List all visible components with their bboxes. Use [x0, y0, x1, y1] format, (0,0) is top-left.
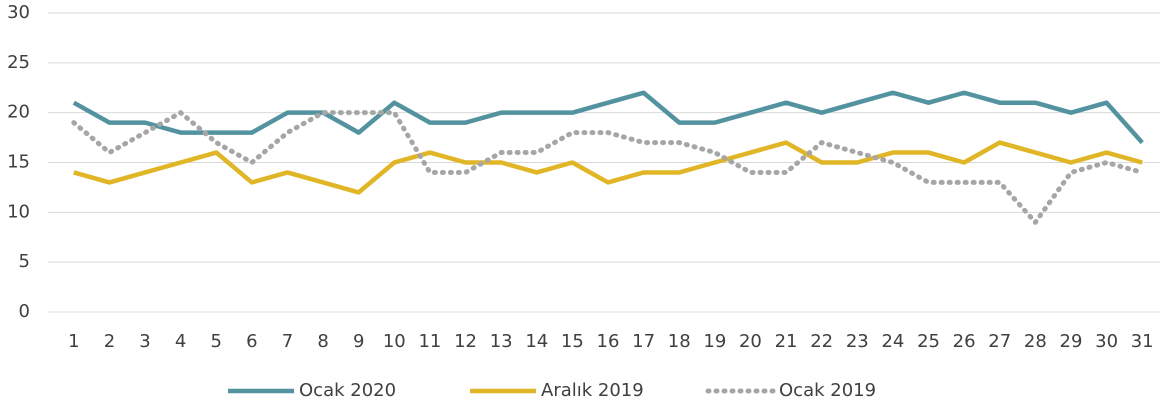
x-tick-label: 21 [775, 331, 798, 352]
series-line [72, 90, 1144, 145]
x-tick-label: 6 [246, 331, 257, 352]
x-tick-label: 24 [881, 331, 904, 352]
x-tick-label: 25 [917, 331, 940, 352]
x-tick-label: 5 [211, 331, 222, 352]
y-tick-label: 10 [7, 201, 30, 222]
x-tick-label: 20 [739, 331, 762, 352]
y-tick-label: 25 [7, 52, 30, 73]
x-tick-label: 15 [561, 331, 584, 352]
x-tick-label: 12 [454, 331, 477, 352]
x-tick-label: 31 [1131, 331, 1154, 352]
x-tick-label: 17 [632, 331, 655, 352]
x-tick-label: 7 [282, 331, 293, 352]
x-tick-label: 8 [317, 331, 328, 352]
x-tick-label: 23 [846, 331, 869, 352]
legend-label: Ocak 2019 [779, 380, 876, 401]
legend-label: Ocak 2020 [299, 380, 396, 401]
series-line [71, 110, 1145, 225]
x-tick-label: 3 [139, 331, 150, 352]
y-tick-label: 15 [7, 152, 30, 173]
x-tick-label: 9 [353, 331, 364, 352]
x-tick-label: 11 [418, 331, 441, 352]
x-tick-label: 22 [810, 331, 833, 352]
x-tick-label: 10 [383, 331, 406, 352]
y-tick-label: 5 [19, 251, 30, 272]
legend-label: Aralık 2019 [541, 380, 644, 401]
x-tick-label: 1 [68, 331, 79, 352]
x-tick-label: 18 [668, 331, 691, 352]
x-tick-label: 13 [490, 331, 513, 352]
y-tick-label: 0 [19, 301, 30, 322]
x-tick-label: 19 [703, 331, 726, 352]
series-line [73, 140, 1143, 195]
y-tick-label: 30 [7, 2, 30, 23]
x-tick-label: 28 [1024, 331, 1047, 352]
x-tick-label: 14 [525, 331, 548, 352]
x-tick-label: 26 [953, 331, 976, 352]
x-tick-label: 4 [175, 331, 186, 352]
x-tick-label: 29 [1060, 331, 1083, 352]
x-tick-label: 30 [1095, 331, 1118, 352]
x-tick-label: 16 [597, 331, 620, 352]
x-tick-label: 27 [988, 331, 1011, 352]
x-tick-label: 2 [104, 331, 115, 352]
y-tick-label: 20 [7, 102, 30, 123]
